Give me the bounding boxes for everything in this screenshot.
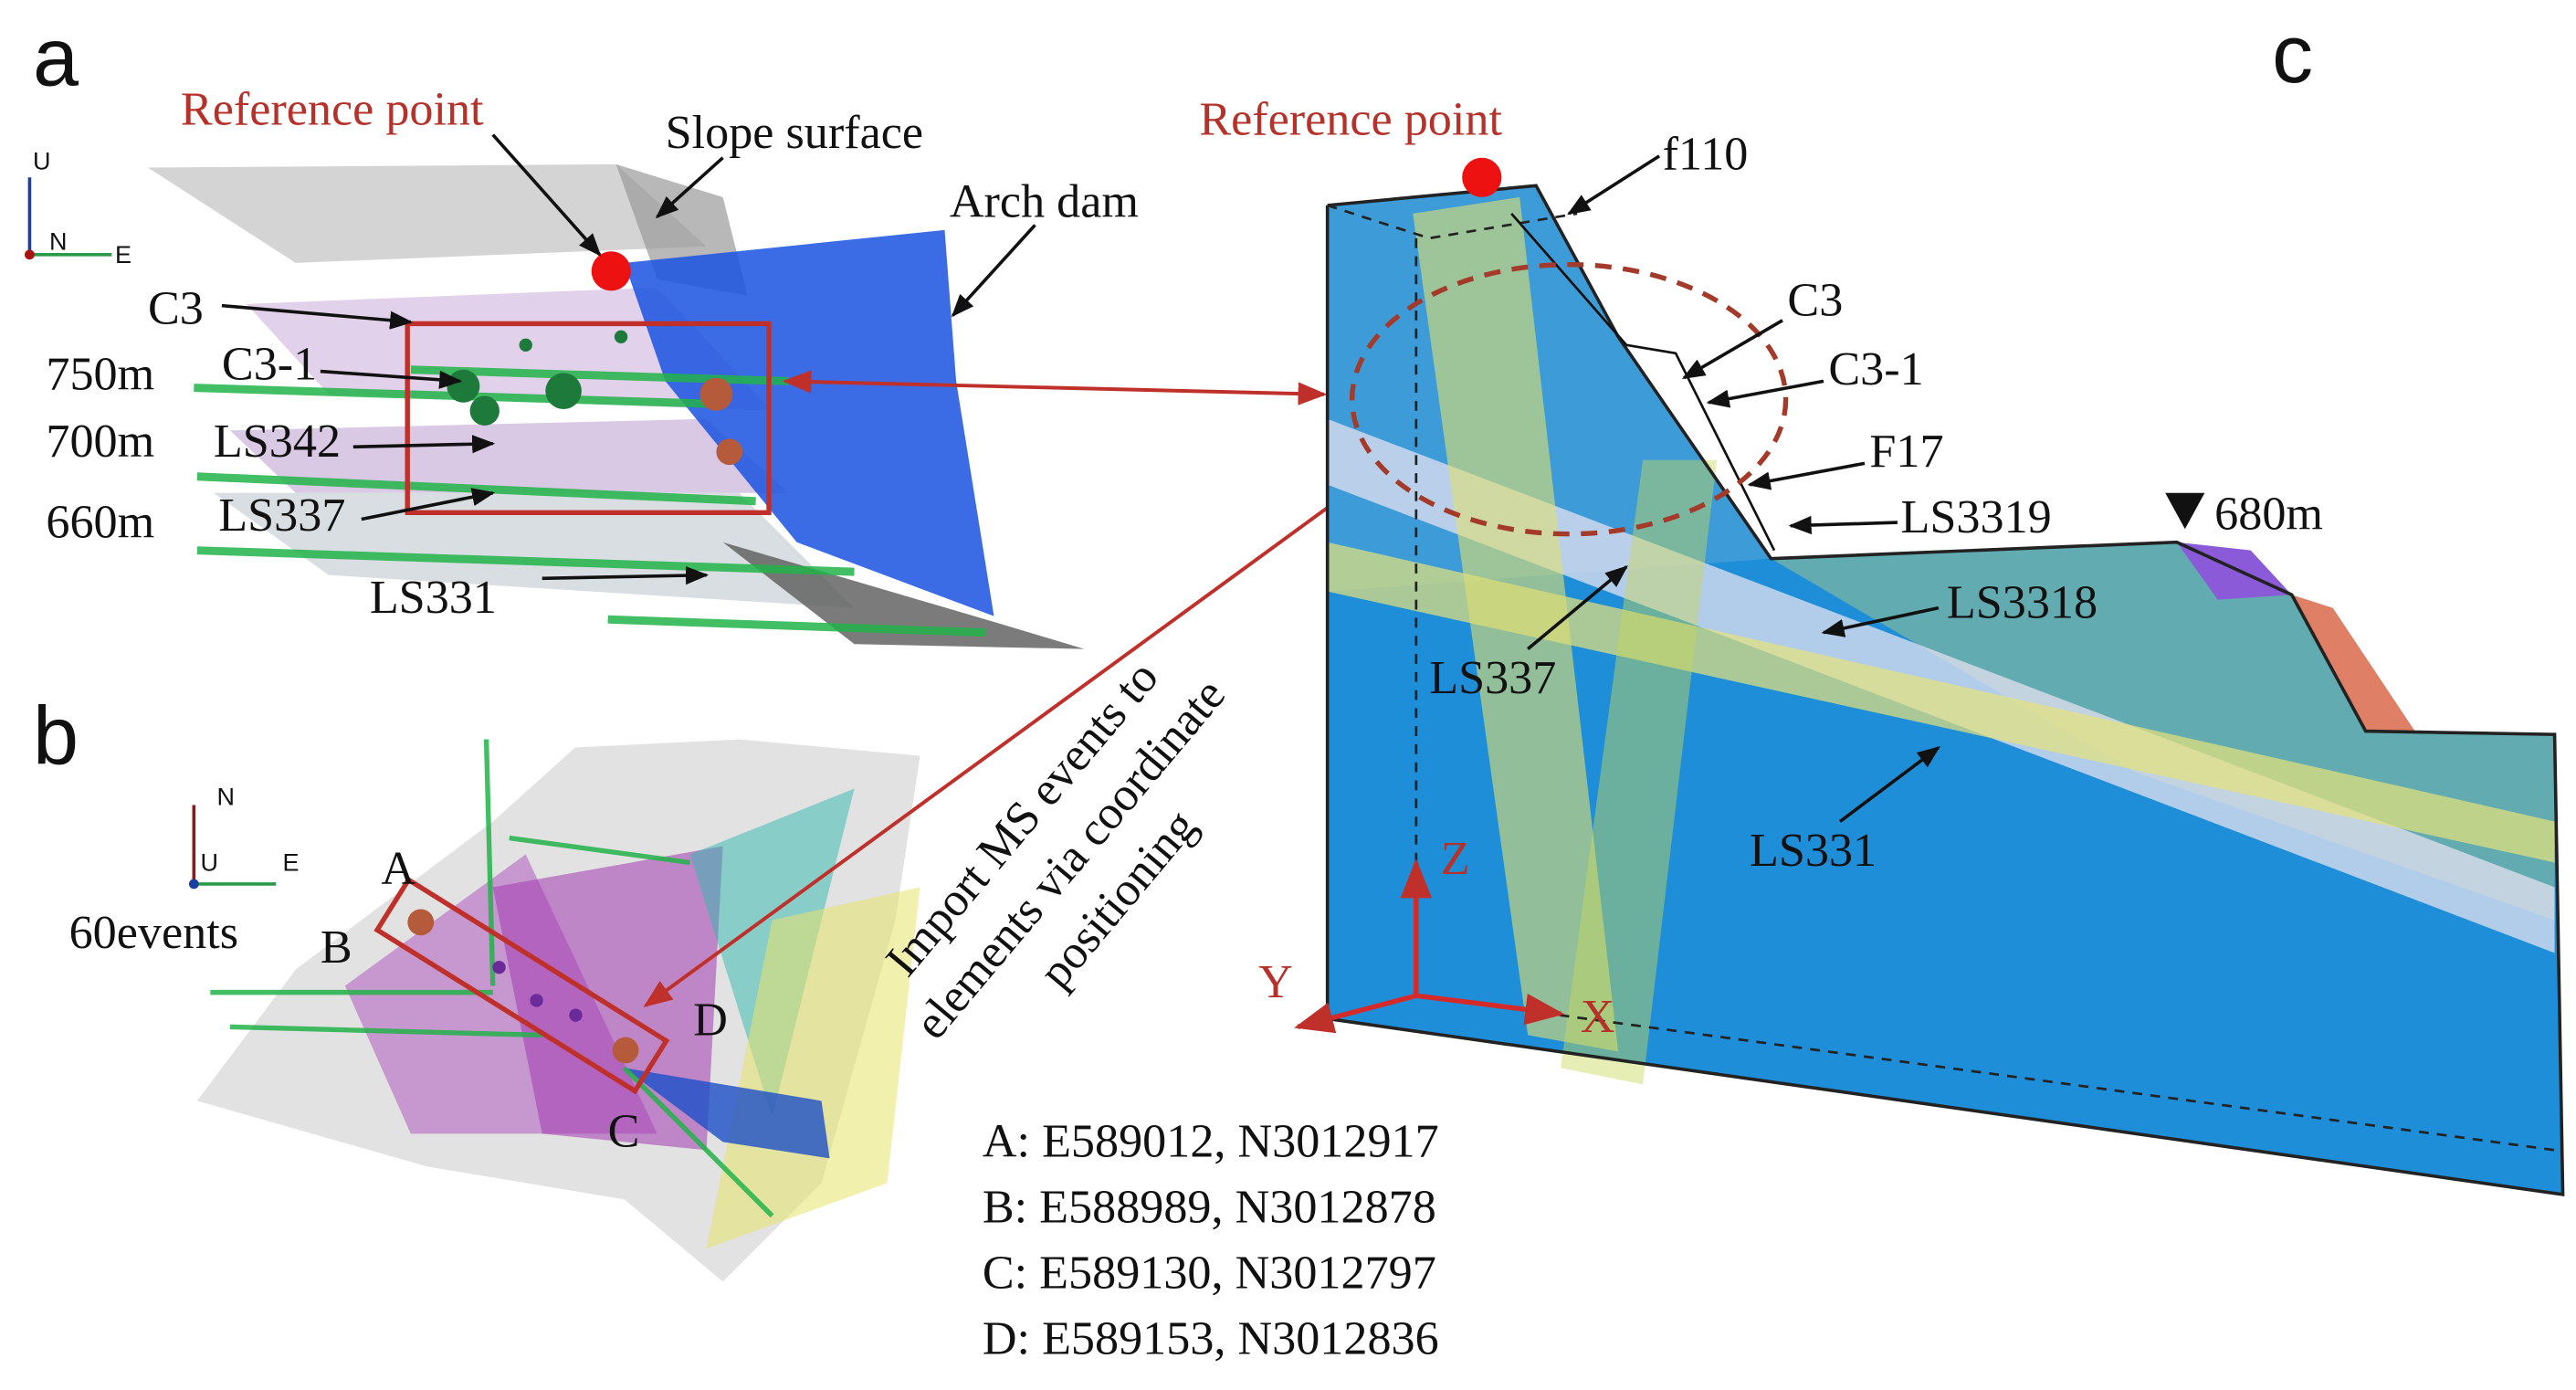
coordinate: B: E588989, N3012878 bbox=[983, 1181, 1436, 1233]
reference-point bbox=[591, 251, 631, 291]
leader bbox=[1706, 379, 1824, 408]
leader bbox=[221, 303, 414, 330]
panel-b: N U E b 60events A B C D bbox=[33, 691, 920, 1282]
corner-label: B bbox=[321, 921, 352, 974]
event-zone bbox=[1349, 261, 1789, 537]
axis bbox=[1415, 993, 1565, 1026]
annotation: Reference point bbox=[181, 84, 484, 136]
layer-label: LS337 bbox=[218, 490, 345, 542]
leader bbox=[1788, 515, 1898, 535]
panel-label: c bbox=[2272, 9, 2313, 100]
layer-label: LS342 bbox=[214, 416, 341, 468]
coordinate: A: E589012, N3012917 bbox=[983, 1116, 1439, 1168]
hidden-edge bbox=[1327, 204, 1578, 240]
link-arrow bbox=[782, 370, 1328, 405]
elevation: 700m bbox=[46, 416, 154, 468]
panel-label: a bbox=[33, 13, 79, 104]
layer-label: C3-1 bbox=[1828, 343, 1923, 395]
leader bbox=[1681, 319, 1783, 380]
annotation: Reference point bbox=[1199, 94, 1502, 146]
layer-label: f110 bbox=[1663, 128, 1749, 180]
leader bbox=[1527, 565, 1629, 651]
coordinate: C: E589130, N3012797 bbox=[983, 1247, 1436, 1299]
event-count: 60events bbox=[69, 907, 238, 959]
event bbox=[492, 961, 506, 974]
event bbox=[612, 1037, 639, 1064]
layer-band bbox=[1327, 542, 2555, 863]
elevation: 680m bbox=[2214, 488, 2323, 540]
annotation: Arch dam bbox=[950, 175, 1139, 227]
layer-label: LS3318 bbox=[1947, 576, 2098, 628]
fault-band bbox=[1561, 459, 1718, 1085]
coordinate: D: E589153, N3012836 bbox=[983, 1312, 1439, 1364]
layer-label: C3-1 bbox=[222, 339, 317, 391]
annotation: Slope surface bbox=[666, 107, 923, 159]
elevation-marker bbox=[2165, 492, 2205, 530]
corner-label: D bbox=[693, 994, 728, 1046]
panel-a: U N E a Reference point Slope surface Ar… bbox=[25, 13, 1139, 649]
elevation: 750m bbox=[46, 348, 154, 400]
tunnels bbox=[210, 739, 774, 1218]
fault-band bbox=[1413, 196, 1619, 1052]
elevation: 660m bbox=[46, 496, 154, 548]
event-box-frame bbox=[373, 876, 670, 1095]
leader bbox=[320, 369, 463, 389]
corner-label: A bbox=[381, 843, 415, 895]
panel-label: b bbox=[33, 691, 79, 783]
leader bbox=[1821, 605, 1940, 637]
slab bbox=[147, 163, 707, 263]
axis-origin bbox=[188, 879, 199, 890]
leader bbox=[655, 156, 724, 219]
import-note: Import MS events to elements via coordin… bbox=[877, 652, 1235, 1049]
leader bbox=[1567, 154, 1661, 216]
layer-label: LS331 bbox=[1750, 825, 1877, 877]
axis-label: E bbox=[115, 241, 131, 269]
axis-label: X bbox=[1581, 991, 1615, 1043]
event bbox=[407, 909, 435, 936]
layer-label: C3 bbox=[148, 282, 204, 334]
block-outline bbox=[1325, 184, 2565, 1196]
axis-label: Z bbox=[1441, 833, 1470, 885]
axis-origin bbox=[25, 249, 35, 260]
layer-label: C3 bbox=[1787, 274, 1843, 326]
surface-layer bbox=[2291, 595, 2415, 732]
reference-point bbox=[1462, 157, 1502, 197]
axis-label: Y bbox=[1258, 956, 1293, 1008]
fault-line bbox=[1510, 212, 1776, 552]
leader bbox=[951, 224, 1036, 318]
axis-label: N bbox=[217, 784, 235, 811]
event-box bbox=[373, 876, 670, 1095]
corner-label: C bbox=[608, 1106, 640, 1158]
layer-label: LS337 bbox=[1429, 652, 1556, 704]
panel-c: Z Y X c Reference point f110 C3 C3-1 F17… bbox=[1199, 9, 2565, 1196]
leader bbox=[352, 435, 496, 454]
arch-dam bbox=[624, 1068, 830, 1159]
leader bbox=[1838, 746, 1940, 823]
leader bbox=[491, 133, 602, 257]
axis-label: E bbox=[282, 848, 299, 876]
events bbox=[447, 330, 743, 466]
axis-label: U bbox=[201, 848, 218, 876]
leader bbox=[361, 488, 496, 521]
axis-label: N bbox=[49, 227, 67, 255]
axis-label: U bbox=[33, 147, 50, 174]
leader bbox=[1747, 461, 1866, 490]
axis bbox=[1294, 993, 1417, 1034]
event bbox=[569, 1008, 583, 1022]
event bbox=[530, 994, 543, 1007]
layer-label: LS331 bbox=[370, 572, 497, 624]
layer-label: F17 bbox=[1869, 426, 1943, 478]
link-arrow bbox=[643, 461, 1391, 1007]
layer-label: LS3319 bbox=[1901, 491, 2052, 543]
event-box bbox=[405, 321, 772, 516]
